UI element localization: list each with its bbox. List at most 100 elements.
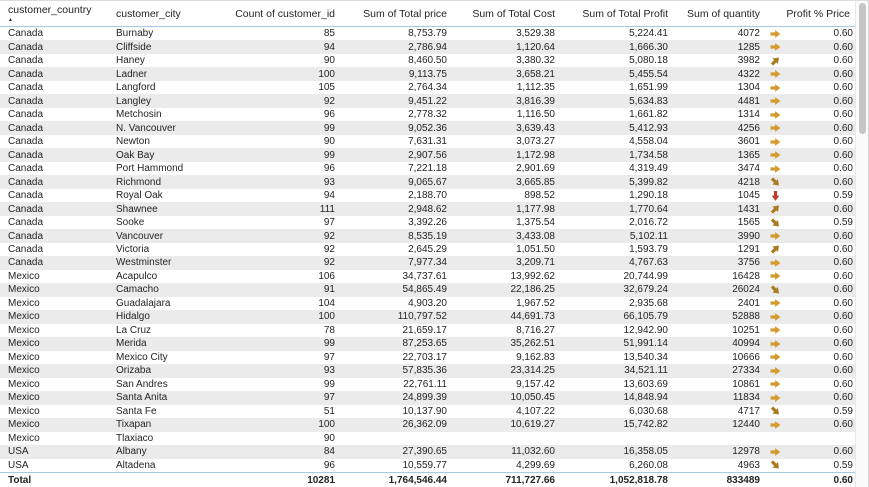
- cell-count: 97: [323, 351, 335, 363]
- table-row[interactable]: Mexico Orizaba 93 57,835.36 23,314.25 34,521.…: [0, 364, 855, 378]
- vertical-scrollbar[interactable]: [855, 1, 868, 487]
- column-header-count-customer-id[interactable]: Count of customer_id: [205, 1, 341, 26]
- cell-total-price: 2,645.29: [408, 243, 447, 255]
- kpi-right-arrow-icon: [770, 69, 783, 79]
- cell-quantity: 4322: [737, 68, 760, 80]
- column-header-sum-total-price[interactable]: Sum of Total price: [341, 1, 453, 26]
- cell-country: Mexico: [8, 432, 40, 444]
- cell-country: Mexico: [8, 419, 40, 431]
- cell-city: Shawnee: [116, 203, 158, 215]
- table-row[interactable]: Canada Vancouver 92 8,535.19 3,433.08 5,102.1…: [0, 229, 855, 243]
- cell-total-price: 8,753.79: [408, 28, 447, 40]
- column-header-profit-pct-price[interactable]: Profit % Price: [766, 1, 856, 26]
- cell-total-cost: 3,073.27: [516, 136, 555, 148]
- cell-total-price: 22,761.11: [403, 378, 447, 390]
- table-row[interactable]: Canada Newton 90 7,631.31 3,073.27 4,558.04 36…: [0, 134, 855, 149]
- kpi-right-arrow-icon: [770, 312, 783, 322]
- table-row[interactable]: Canada Victoria 92 2,645.29 1,051.50 1,593.79…: [0, 242, 855, 257]
- cell-profit-pct: 0.60: [766, 311, 856, 322]
- table-row[interactable]: Mexico Hidalgo 100 110,797.52 44,691.73 66,10…: [0, 310, 856, 324]
- table-row[interactable]: Canada N. Vancouver 99 9,052.36 3,639.43 5,41…: [0, 121, 855, 135]
- column-header-customer-country[interactable]: customer_country ▲: [0, 1, 112, 26]
- cell-total-price: 10,137.90: [402, 405, 448, 417]
- cell-quantity: 4963: [737, 459, 760, 471]
- table-row[interactable]: Canada Langley 92 9,451.22 3,816.39 5,634.83 4…: [0, 94, 855, 108]
- table-row[interactable]: USA Albany 84 27,390.65 11,032.60 16,358.05 12…: [0, 445, 855, 459]
- cell-city: Ladner: [116, 68, 148, 80]
- cell-profit-pct: 0.60: [766, 338, 856, 349]
- total-row[interactable]: Total 10281 1,764,546.44 711,727.66 1,05…: [0, 472, 855, 487]
- column-header-sum-quantity[interactable]: Sum of quantity: [674, 1, 766, 26]
- cell-profit-pct-value: 0.60: [833, 392, 853, 404]
- column-header-sum-total-cost[interactable]: Sum of Total Cost: [453, 1, 561, 26]
- cell-total-profit: 1,593.79: [629, 243, 668, 255]
- cell-quantity: 12440: [732, 419, 760, 431]
- cell-total-cost: 9,157.42: [516, 378, 555, 390]
- column-header-customer-city[interactable]: customer_city: [112, 1, 205, 26]
- table-row[interactable]: Mexico La Cruz 78 21,659.17 8,716.27 12,942.9…: [0, 323, 856, 338]
- table-row[interactable]: Mexico Mexico City 97 22,703.17 9,162.83 13,5…: [0, 350, 855, 365]
- table-row[interactable]: Mexico Merida 99 87,253.65 35,262.51 51,991.1…: [0, 337, 856, 351]
- table-row[interactable]: Canada Oak Bay 99 2,907.56 1,172.98 1,734.58 1…: [0, 148, 856, 162]
- cell-country: USA: [8, 459, 29, 471]
- kpi-right-arrow-icon: [770, 137, 783, 147]
- table-row[interactable]: Canada Cliffside 94 2,786.94 1,120.64 1,666.3…: [0, 40, 855, 54]
- table-row[interactable]: Canada Langford 105 2,764.34 1,112.35 1,651.9…: [0, 80, 855, 95]
- cell-count: 93: [323, 176, 335, 188]
- table-row[interactable]: Canada Sooke 97 3,392.26 1,375.54 2,016.72 156…: [0, 215, 855, 230]
- table-row[interactable]: Mexico Santa Anita 97 24,899.39 10,050.45 14,…: [0, 391, 855, 405]
- table-row[interactable]: Mexico Santa Fe 51 10,137.90 4,107.22 6,030.6…: [0, 404, 855, 419]
- kpi-up-right-arrow-icon: [770, 56, 783, 66]
- table-row[interactable]: Canada Ladner 100 9,113.75 3,658.21 5,455.54 4…: [0, 67, 855, 81]
- scrollbar-thumb[interactable]: [859, 3, 866, 134]
- cell-total-profit: 4,767.63: [629, 257, 668, 269]
- cell-profit-pct-value: 0.60: [833, 82, 853, 94]
- cell-total-profit: 6,030.68: [629, 405, 668, 417]
- cell-total-profit: 4,319.49: [629, 163, 668, 175]
- table-row[interactable]: Canada Royal Oak 94 2,188.70 898.52 1,290.18 1…: [0, 188, 855, 203]
- cell-total-price: 9,113.75: [408, 68, 447, 80]
- table-row[interactable]: Canada Burnaby 85 8,753.79 3,529.38 5,224.41 4…: [0, 27, 855, 41]
- cell-profit-pct-value: 0.60: [833, 419, 853, 431]
- table-row[interactable]: Mexico San Andres 99 22,761.11 9,157.42 13,60…: [0, 377, 855, 392]
- cell-profit-pct: 0.60: [766, 150, 856, 161]
- table-row[interactable]: Mexico Tlaxiaco 90: [0, 431, 855, 446]
- table-row[interactable]: Mexico Camacho 91 54,865.49 22,186.25 32,679.…: [0, 283, 855, 297]
- table-row[interactable]: Mexico Acapulco 106 34,737.61 13,992.62 20,74…: [0, 269, 855, 284]
- cell-country: Canada: [8, 190, 44, 202]
- table-row[interactable]: Canada Richmond 93 9,065.67 3,665.85 5,399.82…: [0, 175, 855, 189]
- table-row[interactable]: Canada Haney 90 8,460.50 3,380.32 5,080.18 398…: [0, 53, 855, 68]
- cell-profit-pct-value: 0.60: [833, 243, 853, 255]
- cell-profit-pct-value: 0.60: [833, 270, 853, 282]
- cell-country: Mexico: [8, 284, 40, 296]
- cell-country: Canada: [8, 217, 44, 229]
- cell-profit-pct: 0.60: [766, 325, 856, 336]
- cell-profit-pct-value: 0.60: [833, 149, 853, 161]
- cell-total-profit: 51,991.14: [623, 338, 669, 350]
- cell-country: Canada: [8, 163, 44, 175]
- cell-country: Canada: [8, 136, 44, 148]
- table-row[interactable]: Canada Westminster 92 7,977.34 3,209.71 4,767…: [0, 256, 855, 270]
- table-row[interactable]: Canada Port Hammond 96 7,221.18 2,901.69 4,31…: [0, 161, 855, 176]
- cell-count: 96: [323, 163, 335, 175]
- cell-city: Altadena: [116, 459, 156, 471]
- table-row[interactable]: Mexico Guadalajara 104 4,903.20 1,967.52 2,93…: [0, 296, 855, 311]
- kpi-icon-placeholder: [770, 433, 783, 443]
- table-row[interactable]: USA Altadena 96 10,559.77 4,299.69 6,260.08 49…: [0, 458, 855, 472]
- cell-count: 93: [323, 365, 335, 377]
- total-profit: 1,052,818.78: [609, 474, 668, 486]
- sort-ascending-icon: ▲: [8, 17, 13, 23]
- table-row[interactable]: Canada Shawnee 111 2,948.62 1,177.98 1,770.64…: [0, 202, 855, 216]
- column-header-sum-total-profit[interactable]: Sum of Total Profit: [561, 1, 674, 26]
- cell-quantity: 12978: [732, 446, 760, 458]
- cell-country: Mexico: [8, 297, 40, 309]
- table-row[interactable]: Canada Metchosin 96 2,778.32 1,116.50 1,661.8…: [0, 107, 855, 122]
- cell-total-price: 8,460.50: [408, 55, 447, 67]
- cell-count: 94: [323, 190, 335, 202]
- kpi-down-right-arrow-icon: [770, 460, 783, 470]
- table-row[interactable]: Mexico Tixapan 100 26,362.09 10,619.27 15,742…: [0, 418, 855, 432]
- cell-city: Sooke: [116, 217, 145, 229]
- total-cost: 711,727.66: [505, 474, 556, 486]
- cell-quantity: 3990: [737, 230, 760, 242]
- kpi-icon-placeholder: [770, 475, 783, 485]
